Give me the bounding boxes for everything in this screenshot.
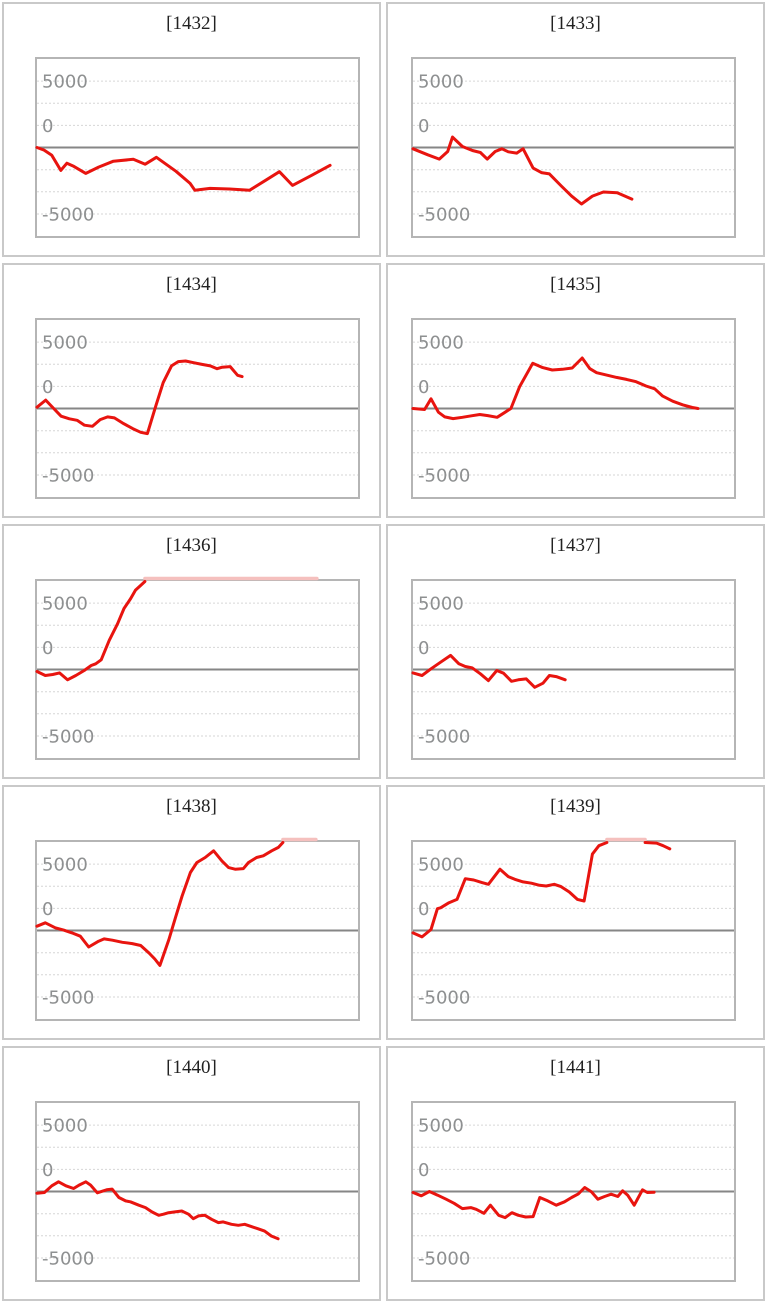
- series-line: [643, 841, 672, 851]
- series-line: [35, 580, 147, 682]
- slump-graph: 5000 0 -5000: [411, 1116, 734, 1270]
- chart-title: [1441]: [550, 1057, 601, 1078]
- y-tick-label: 5000: [42, 72, 88, 93]
- chart-panel: [1440] 5000 0 -5000: [2, 1046, 381, 1301]
- slump-graph: 5000 0 -5000: [411, 837, 734, 1009]
- y-tick-label: -5000: [42, 466, 94, 487]
- y-tick-label: 0: [42, 377, 53, 398]
- series-line: [35, 146, 332, 192]
- y-tick-label: 0: [418, 377, 429, 398]
- slump-graph: 5000 0 -5000: [35, 1116, 358, 1270]
- y-tick-label: 5000: [42, 855, 88, 876]
- chart-title: [1436]: [166, 535, 217, 556]
- y-tick-label: 0: [42, 116, 53, 137]
- chart-title: [1438]: [166, 796, 217, 817]
- chart-panel: [1439] 5000 0 -5000: [386, 785, 765, 1040]
- plot-area: 5000 0 -5000: [35, 318, 360, 499]
- plot-area: 5000 0 -5000: [411, 579, 736, 760]
- y-tick-label: -5000: [42, 205, 94, 226]
- y-tick-label: -5000: [418, 466, 470, 487]
- y-tick-label: 0: [418, 116, 429, 137]
- y-tick-label: 5000: [418, 72, 464, 93]
- slump-graph: 5000 0 -5000: [35, 72, 358, 226]
- plot-area: 5000 0 -5000: [411, 57, 736, 238]
- y-tick-label: 0: [42, 1160, 53, 1181]
- y-tick-label: -5000: [42, 988, 94, 1009]
- y-tick-label: 0: [418, 638, 429, 659]
- chart-title: [1440]: [166, 1057, 217, 1078]
- y-tick-label: 0: [418, 1160, 429, 1181]
- y-tick-label: -5000: [42, 727, 94, 748]
- chart-panel: [1438] 5000 0 -5000: [2, 785, 381, 1040]
- series-line: [411, 356, 700, 421]
- plot-area: 5000 0 -5000: [411, 1101, 736, 1282]
- plot-area: 5000 0 -5000: [35, 1101, 360, 1282]
- series-line: [35, 359, 244, 436]
- series-line: [35, 1180, 280, 1241]
- y-tick-label: 5000: [418, 1116, 464, 1137]
- slump-graph: 5000 0 -5000: [35, 837, 358, 1009]
- chart-title: [1435]: [550, 274, 601, 295]
- chart-title: [1439]: [550, 796, 601, 817]
- slump-graph: 5000 0 -5000: [411, 594, 734, 748]
- y-tick-label: 0: [418, 899, 429, 920]
- y-tick-label: 5000: [418, 855, 464, 876]
- chart-panel: [1433] 5000 0 -5000: [386, 2, 765, 257]
- plot-area: 5000 0 -5000: [35, 576, 360, 760]
- y-tick-label: -5000: [418, 1249, 470, 1270]
- slump-graph: 5000 0 -5000: [35, 576, 358, 748]
- y-tick-label: 5000: [418, 594, 464, 615]
- slump-graph: 5000 0 -5000: [411, 333, 734, 487]
- chart-title: [1434]: [166, 274, 217, 295]
- y-tick-label: 5000: [418, 333, 464, 354]
- chart-panel: [1434] 5000 0 -5000: [2, 263, 381, 518]
- chart-panel: [1437] 5000 0 -5000: [386, 524, 765, 779]
- slump-graph: 5000 0 -5000: [411, 72, 734, 226]
- y-tick-label: 5000: [42, 594, 88, 615]
- chart-title: [1433]: [550, 13, 601, 34]
- series-line: [35, 841, 285, 967]
- y-tick-label: 5000: [42, 1116, 88, 1137]
- y-tick-label: -5000: [418, 727, 470, 748]
- series-line: [411, 135, 634, 206]
- slump-graph: 5000 0 -5000: [35, 333, 358, 487]
- y-tick-label: -5000: [42, 1249, 94, 1270]
- y-tick-label: 5000: [42, 333, 88, 354]
- plot-area: 5000 0 -5000: [35, 57, 360, 238]
- y-tick-label: -5000: [418, 205, 470, 226]
- plot-area: 5000 0 -5000: [35, 837, 360, 1021]
- chart-title: [1432]: [166, 13, 217, 34]
- chart-panel: [1432] 5000 0 -5000: [2, 2, 381, 257]
- plot-area: 5000 0 -5000: [411, 318, 736, 499]
- chart-title: [1437]: [550, 535, 601, 556]
- chart-panel: [1436] 5000 0 -5000: [2, 524, 381, 779]
- plot-area: 5000 0 -5000: [411, 837, 736, 1021]
- series-line: [411, 1186, 656, 1220]
- y-tick-label: -5000: [418, 988, 470, 1009]
- series-line: [411, 653, 567, 689]
- chart-panel: [1435] 5000 0 -5000: [386, 263, 765, 518]
- chart-panel: [1441] 5000 0 -5000: [386, 1046, 765, 1301]
- series-line: [411, 841, 609, 939]
- y-tick-label: 0: [42, 638, 53, 659]
- y-tick-label: 0: [42, 899, 53, 920]
